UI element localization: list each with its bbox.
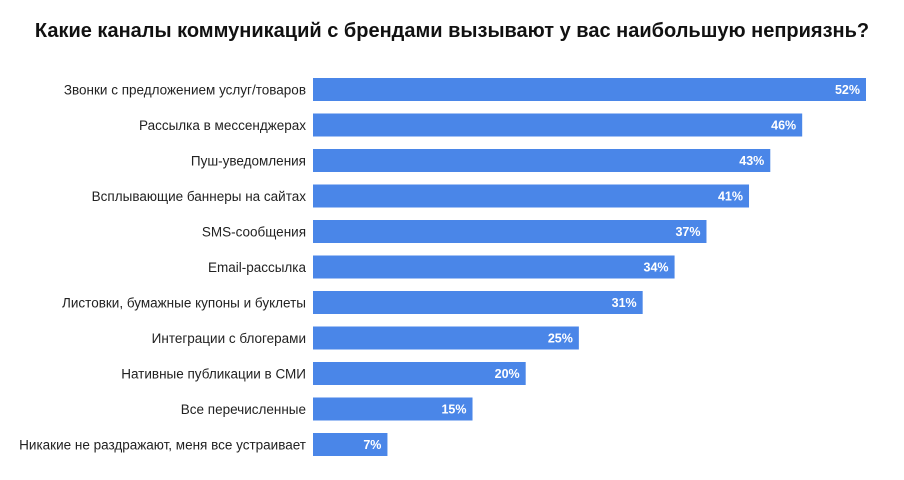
- category-label: Интеграции с блогерами: [152, 331, 306, 346]
- category-label: Все перечисленные: [181, 402, 306, 417]
- category-label: Всплывающие баннеры на сайтах: [92, 189, 307, 204]
- data-label: 15%: [441, 403, 466, 417]
- data-label: 41%: [718, 190, 743, 204]
- data-label: 46%: [771, 119, 796, 133]
- category-label: Звонки с предложением услуг/товаров: [64, 83, 306, 98]
- data-label: 43%: [739, 154, 764, 168]
- bar: [313, 78, 866, 101]
- data-label: 20%: [495, 367, 520, 381]
- category-label: Нативные публикации в СМИ: [121, 367, 306, 382]
- bar: [313, 149, 771, 172]
- data-label: 52%: [835, 83, 860, 97]
- category-label: Листовки, бумажные купоны и буклеты: [62, 296, 306, 311]
- bar: [313, 255, 675, 279]
- bar: [313, 433, 388, 456]
- bar: [313, 113, 803, 137]
- bar: [313, 397, 473, 421]
- category-label: Пуш-уведомления: [191, 154, 306, 169]
- category-label: Рассылка в мессенджерах: [139, 118, 306, 133]
- chart-title: Какие каналы коммуникаций с брендами выз…: [34, 20, 870, 42]
- bar: [313, 326, 579, 350]
- category-label: Никакие не раздражают, меня все устраива…: [19, 438, 306, 453]
- bar: [313, 291, 643, 314]
- data-label: 37%: [675, 225, 700, 239]
- data-label: 34%: [644, 261, 669, 275]
- bar: [313, 184, 750, 208]
- category-label: SMS-сообщения: [202, 225, 306, 240]
- data-label: 25%: [548, 332, 573, 346]
- category-label: Email-рассылка: [208, 260, 307, 275]
- bar: [313, 220, 707, 243]
- data-label: 7%: [363, 438, 381, 452]
- bar: [313, 362, 526, 385]
- data-label: 31%: [612, 296, 637, 310]
